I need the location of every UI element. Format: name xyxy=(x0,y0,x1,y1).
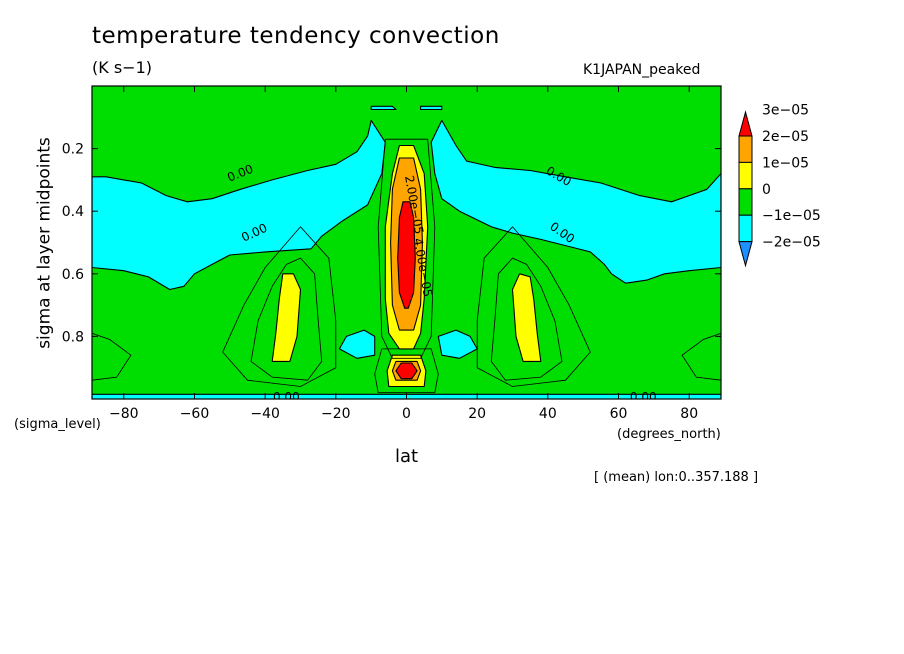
contour-surface-outer xyxy=(374,348,439,394)
contour-inner-nh xyxy=(490,257,563,381)
x-tick-label: 60 xyxy=(610,406,628,422)
patch-top-right xyxy=(420,105,443,111)
colorbar-segment xyxy=(738,161,753,190)
colorbar-label: −1e−05 xyxy=(762,208,821,224)
surface-3e5 xyxy=(395,362,418,380)
colorbar-label: 2e−05 xyxy=(762,129,809,145)
x-tick-label: −80 xyxy=(109,406,139,422)
x-tick-label: −60 xyxy=(180,406,210,422)
contour-label: 0.00 xyxy=(273,390,300,404)
colorbar-segment xyxy=(738,214,753,243)
contour-edge-sh xyxy=(92,332,132,381)
y-tick-label: 0.4 xyxy=(62,204,84,220)
chart-units: (K s−1) xyxy=(92,58,152,77)
chart-title: temperature tendency convection xyxy=(92,23,500,49)
contour-edge-nh xyxy=(681,332,721,381)
y-tick-label: 0.8 xyxy=(62,329,84,345)
x-tick-label: −40 xyxy=(250,406,280,422)
patch-lower-sh xyxy=(338,329,376,359)
x-tick-label: 40 xyxy=(539,406,557,422)
x-tick-label: 20 xyxy=(468,406,486,422)
contour-label: 0.00 xyxy=(630,390,657,404)
region-upper-negative-nh xyxy=(430,119,721,284)
colorbar-label: 3e−05 xyxy=(762,103,809,119)
region-upper-negative-sh xyxy=(92,119,386,291)
y-tick-label: 0.2 xyxy=(62,142,84,158)
contour-inner-sh xyxy=(250,257,323,381)
y-axis-unit: (sigma_level) xyxy=(14,417,101,432)
colorbar-label: −2e−05 xyxy=(762,235,821,251)
x-tick-label: 80 xyxy=(680,406,698,422)
y-tick-label: 0.6 xyxy=(62,267,84,283)
x-axis-label: lat xyxy=(395,446,419,467)
contour-column-outer xyxy=(377,138,436,359)
blob-nh xyxy=(511,273,542,362)
contour-outer-sh xyxy=(222,226,337,387)
patch-top-left xyxy=(370,105,397,111)
x-axis-unit: (degrees_north) xyxy=(617,427,721,442)
column-3e5 xyxy=(397,201,416,309)
colorbar-segment xyxy=(738,188,753,216)
x-tick-label: −20 xyxy=(321,406,351,422)
colorbar-extend-max xyxy=(738,110,753,137)
colorbar-extend-min xyxy=(738,241,753,268)
run-name: K1JAPAN_peaked xyxy=(583,62,701,78)
y-ticks: 0.2 0.4 0.6 0.8 xyxy=(62,142,721,345)
colorbar: −2e−05 −1e−05 0 1e−05 2e−05 3e−05 xyxy=(738,103,821,268)
x-ticks: −80 −60 −40 −20 0 20 40 60 80 xyxy=(109,86,698,422)
colorbar-label: 0 xyxy=(762,182,771,198)
x-tick-label: 0 xyxy=(402,406,411,422)
contour-field: 0.000.000.000.000.00 0.002.00e−054.00e−05 xyxy=(92,86,721,404)
contour-outer-nh xyxy=(476,226,591,387)
colorbar-label: 1e−05 xyxy=(762,155,809,171)
blob-sh xyxy=(271,273,302,362)
colorbar-segment xyxy=(738,135,753,163)
averaging-note: [ (mean) lon:0..357.188 ] xyxy=(594,470,759,485)
